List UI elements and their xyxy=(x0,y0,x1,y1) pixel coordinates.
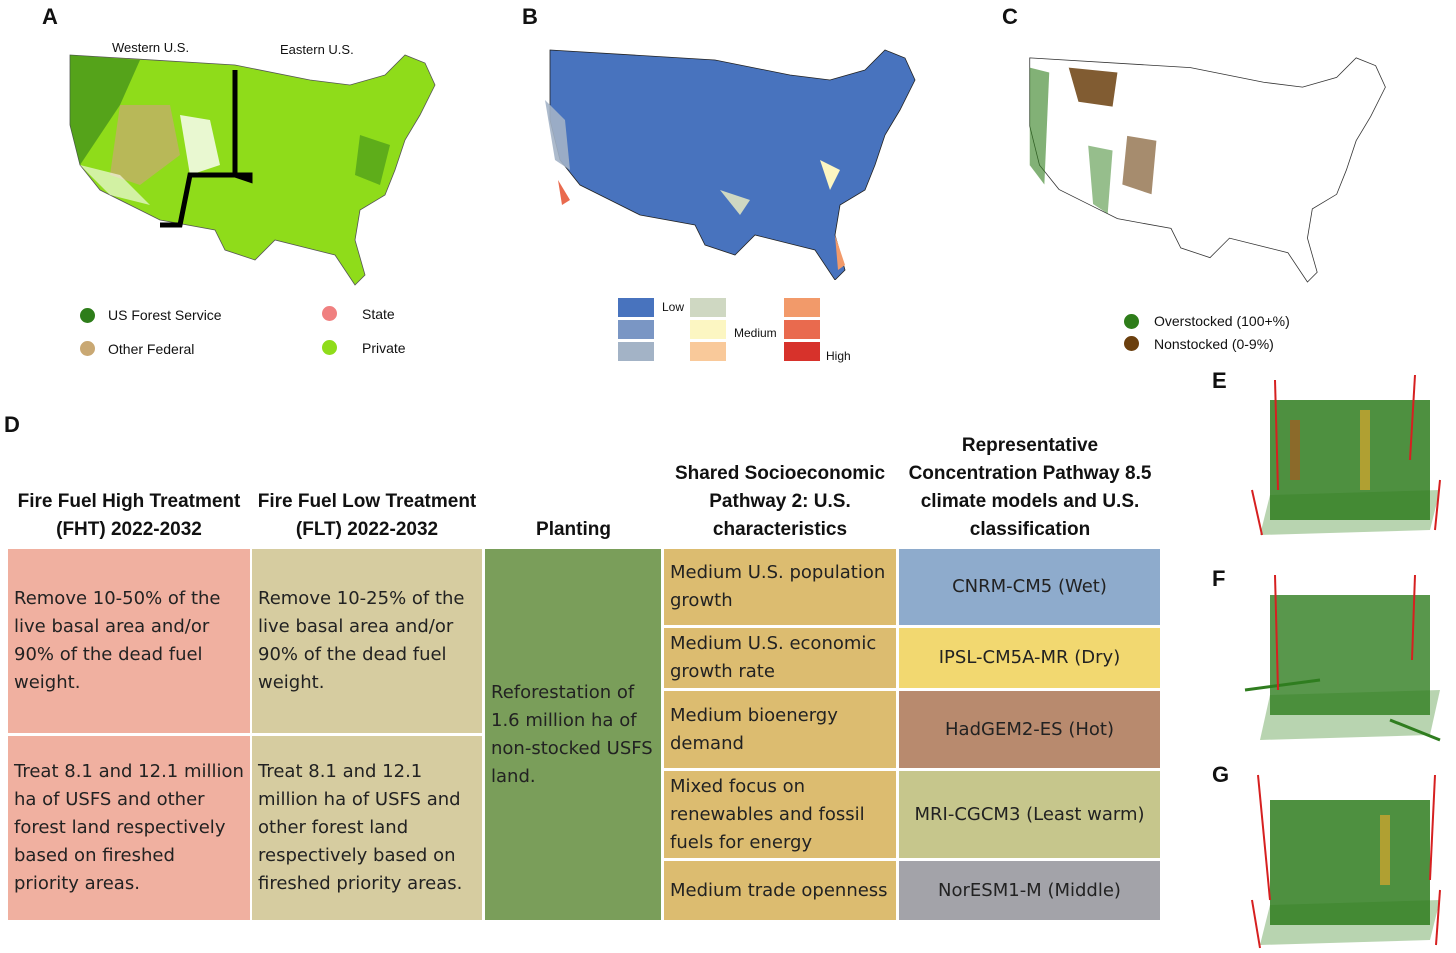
panel-letter-c: C xyxy=(1002,4,1018,29)
flt-cell-treat: Treat 8.1 and 12.1 million ha of USFS an… xyxy=(252,736,482,920)
legend-swatch-b-9 xyxy=(784,342,820,361)
legend-label-state: State xyxy=(362,306,395,322)
legend-swatch-usfs xyxy=(80,308,95,323)
fht-cell-remove: Remove 10-50% of the live basal area and… xyxy=(8,549,250,733)
header-rcp: Representative Concentration Pathway 8.5… xyxy=(908,435,1152,540)
legend-label-usfs: US Forest Service xyxy=(108,307,222,323)
header-fht: Fire Fuel High Treatment (FHT) 2022-2032 xyxy=(17,491,241,540)
header-flt: Fire Fuel Low Treatment (FLT) 2022-2032 xyxy=(257,491,477,540)
panel-letter-f: F xyxy=(1212,566,1226,591)
eastern-us-label: Eastern U.S. xyxy=(280,42,354,57)
legend-label-high: High xyxy=(826,349,851,363)
western-us-label: Western U.S. xyxy=(112,40,190,55)
legend-swatch-overstocked xyxy=(1124,314,1139,329)
legend-swatch-b-8 xyxy=(784,320,820,339)
rcp-cell-noresm: NorESM1-M (Middle) xyxy=(899,861,1160,920)
legend-label-other-federal: Other Federal xyxy=(108,341,195,357)
ssp-cell-economic: Medium U.S. economic growth rate xyxy=(664,628,896,688)
legend-swatch-b-7 xyxy=(784,298,820,317)
legend-swatch-b-5 xyxy=(690,320,726,339)
legend-label-low: Low xyxy=(662,300,685,314)
legend-swatch-b-3 xyxy=(618,342,654,361)
legend-swatch-other-federal xyxy=(80,341,95,356)
header-ssp: Shared Socioeconomic Pathway 2: U.S. cha… xyxy=(674,463,886,540)
map-risk xyxy=(545,49,916,280)
legend-label-private: Private xyxy=(362,340,406,356)
legend-swatch-private xyxy=(322,340,337,355)
rcp-cell-ipsl: IPSL-CM5A-MR (Dry) xyxy=(899,628,1160,688)
panel-letter-a: A xyxy=(42,4,58,29)
legend-swatch-b-1 xyxy=(618,298,654,317)
flt-cell-remove: Remove 10-25% of the live basal area and… xyxy=(252,549,482,733)
legend-swatch-b-6 xyxy=(690,342,726,361)
legend-swatch-b-2 xyxy=(618,320,654,339)
panel-letter-g: G xyxy=(1212,762,1230,787)
rcp-cell-hadgem: HadGEM2-ES (Hot) xyxy=(899,691,1160,768)
rcp-cell-cnrm: CNRM-CM5 (Wet) xyxy=(899,549,1160,625)
legend-swatch-nonstocked xyxy=(1124,336,1139,351)
panel-letter-e: E xyxy=(1212,368,1227,393)
stand-visualization-g xyxy=(1251,774,1441,949)
stand-visualization-f xyxy=(1244,574,1441,742)
ssp-cell-trade: Medium trade openness xyxy=(664,861,896,920)
header-planting: Planting xyxy=(536,519,611,540)
planting-cell: Reforestation of 1.6 million ha of non-s… xyxy=(485,549,661,920)
map-land-ownership xyxy=(69,54,436,286)
ssp-cell-energy-mix: Mixed focus on renewables and fossil fue… xyxy=(664,771,896,858)
legend-swatch-state xyxy=(322,306,337,321)
legend-label-overstocked: Overstocked (100+%) xyxy=(1154,313,1290,329)
ssp-cell-population: Medium U.S. population growth xyxy=(664,549,896,625)
rcp-cell-mri: MRI-CGCM3 (Least warm) xyxy=(899,771,1160,858)
legend-swatch-b-4 xyxy=(690,298,726,317)
fht-cell-treat: Treat 8.1 and 12.1 million ha of USFS an… xyxy=(8,736,250,920)
legend-label-medium: Medium xyxy=(734,326,777,340)
ssp-cell-bioenergy: Medium bioenergy demand xyxy=(664,691,896,768)
panel-letter-b: B xyxy=(522,4,538,29)
legend-label-nonstocked: Nonstocked (0-9%) xyxy=(1154,336,1274,352)
panel-letter-d: D xyxy=(4,412,20,437)
stand-visualization-e xyxy=(1251,374,1441,536)
map-stocking xyxy=(1029,57,1386,283)
